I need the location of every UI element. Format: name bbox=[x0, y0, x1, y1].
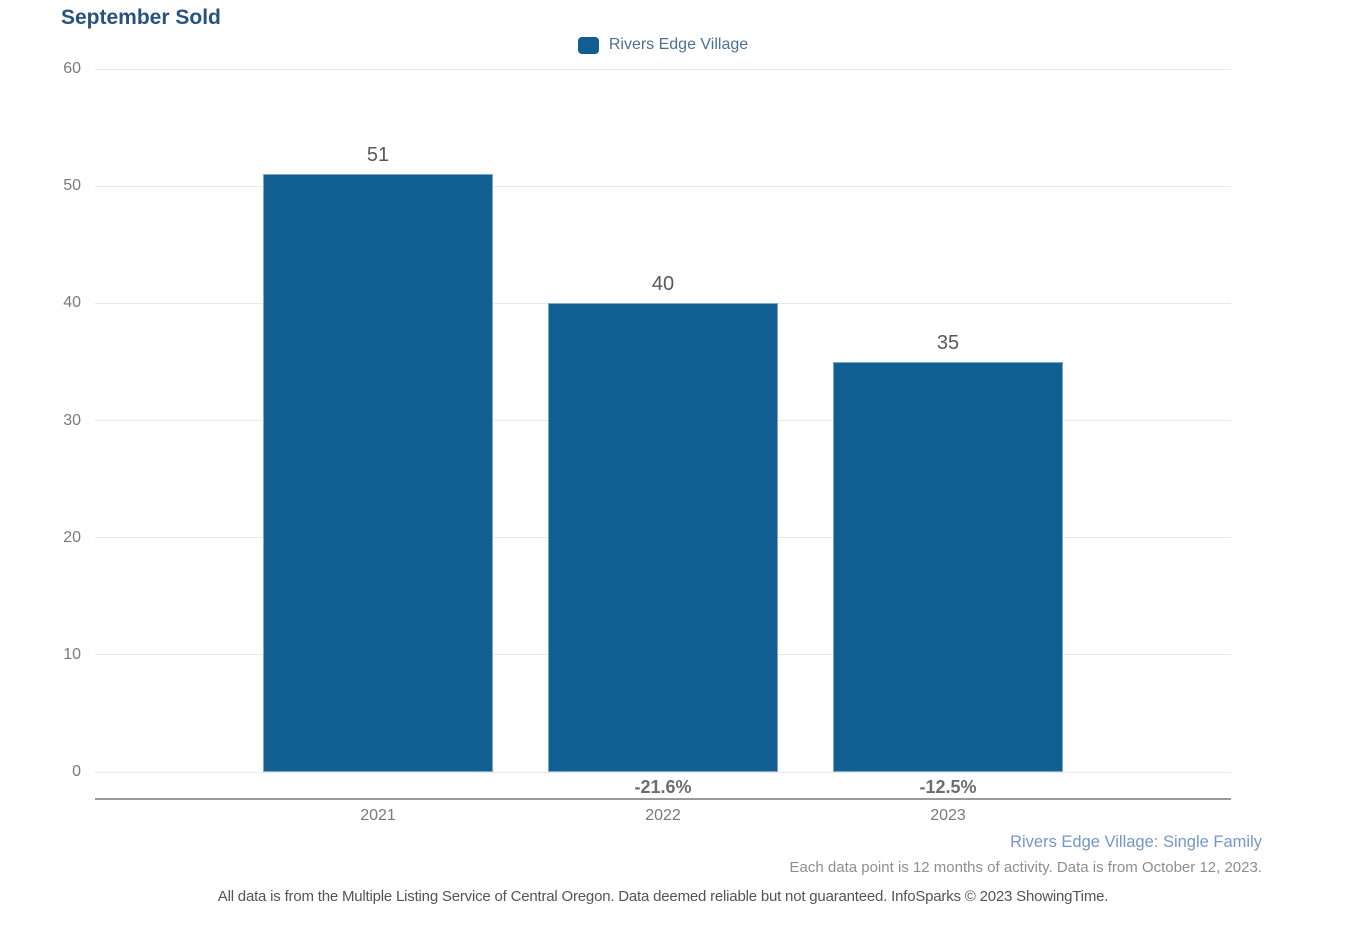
bar-2022[interactable] bbox=[548, 303, 778, 772]
y-axis-tick-label: 50 bbox=[63, 177, 81, 195]
plot-area: 0 10 20 30 40 50 60 51 2021 40 -21.6% 2022 35 -12.5% 2… bbox=[63, 60, 1231, 824]
bar-value-label: 40 bbox=[651, 273, 675, 295]
bar-value-label: 51 bbox=[366, 144, 390, 166]
bar-2021[interactable] bbox=[263, 174, 493, 772]
legend[interactable]: Rivers Edge Village bbox=[95, 36, 1231, 54]
bar-value-label: 35 bbox=[936, 332, 960, 354]
y-axis-tick-label: 30 bbox=[63, 411, 81, 429]
footer-series-note: Rivers Edge Village: Single Family bbox=[1010, 833, 1262, 851]
x-axis-line bbox=[95, 798, 1231, 800]
gridline bbox=[95, 185, 1231, 187]
y-axis-tick-label: 10 bbox=[63, 645, 81, 663]
x-axis-category-label: 2023 bbox=[930, 807, 966, 824]
bar-2023[interactable] bbox=[833, 362, 1063, 772]
y-axis-tick-label: 60 bbox=[63, 60, 81, 77]
y-axis-tick-label: 20 bbox=[63, 528, 81, 546]
legend-swatch-icon bbox=[577, 36, 599, 54]
legend-label: Rivers Edge Village bbox=[608, 36, 749, 53]
chart-title: September Sold bbox=[61, 6, 221, 29]
x-axis-category-label: 2021 bbox=[360, 807, 396, 824]
gridline bbox=[95, 771, 1231, 773]
x-axis-category-label: 2022 bbox=[645, 807, 681, 824]
gridline bbox=[95, 68, 1231, 70]
y-axis-tick-label: 0 bbox=[72, 763, 81, 780]
pct-change-label: -21.6% bbox=[634, 777, 692, 797]
y-axis-tick-label: 40 bbox=[63, 294, 81, 312]
footer-data-note: Each data point is 12 months of activity… bbox=[789, 859, 1262, 876]
pct-change-label: -12.5% bbox=[919, 777, 977, 797]
footer-disclaimer: All data is from the Multiple Listing Se… bbox=[217, 888, 1109, 905]
